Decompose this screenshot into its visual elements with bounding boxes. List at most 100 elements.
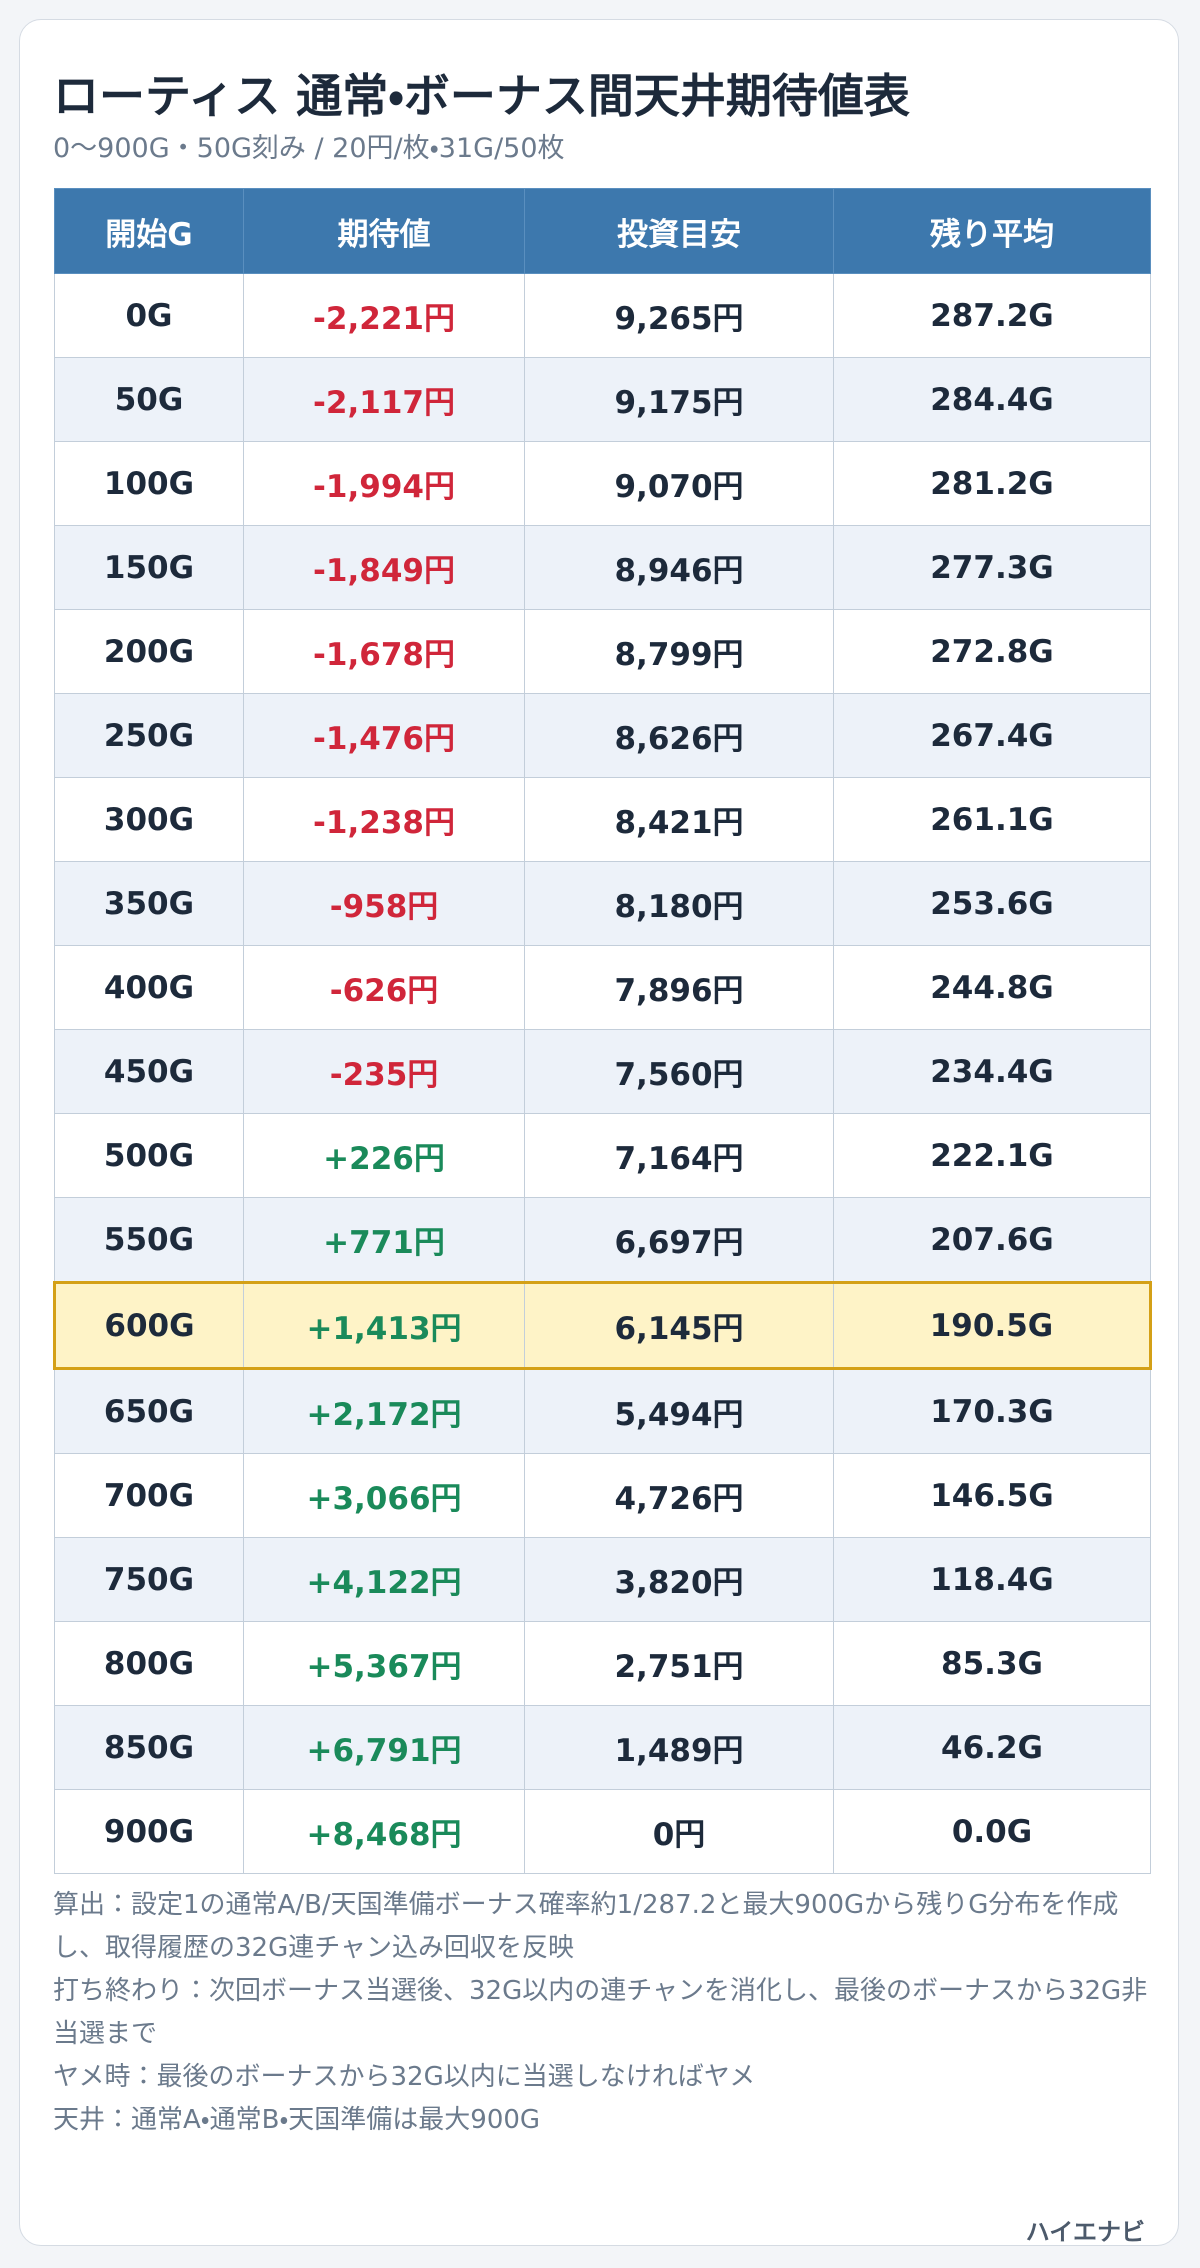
title: ローティス 通常・ボーナス間天井期待値表 (53, 69, 910, 123)
table-cell: +771円 (243, 1197, 525, 1283)
table-cell: 234.4G (833, 1029, 1151, 1114)
table-cell: 9,265円 (524, 273, 834, 358)
note: ヤメ時：最後のボーナスから32G以内に当選しなければヤメ (53, 2062, 756, 2092)
table-cell: 800G (54, 1621, 244, 1706)
card: ローティス 通常・ボーナス間天井期待値表 0〜900G・50G刻み / 20円/… (19, 19, 1179, 2246)
table-cell: 550G (54, 1197, 244, 1283)
table-row: 750G +4,122円 3,820円 118.4G (54, 1537, 1151, 1622)
notes: 算出：設定1の通常A/B/天国準備ボーナス確率約1/287.2と最大900Gから… (53, 1884, 1153, 2142)
note: 算出：設定1の通常A/B/天国準備ボーナス確率約1/287.2と最大900Gから… (53, 1890, 1119, 1963)
table-cell: 750G (54, 1537, 244, 1622)
table-cell: 244.8G (833, 945, 1151, 1030)
brand: ハイエナビ (1025, 2218, 1145, 2246)
table-cell: +2,172円 (243, 1368, 525, 1454)
table-row: 600G +1,413円 6,145円 190.5G (53, 1281, 1152, 1370)
table-cell: 6,697円 (524, 1197, 834, 1283)
table-cell: 7,896円 (524, 945, 834, 1030)
table-cell: 4,726円 (524, 1453, 834, 1538)
table-cell: 0円 (524, 1789, 834, 1874)
table-cell: 250G (54, 693, 244, 778)
table-row: 300G -1,238円 8,421円 261.1G (54, 777, 1151, 862)
column-header: 開始G (54, 188, 244, 274)
table-cell: 284.4G (833, 357, 1151, 442)
table-cell: -1,476円 (243, 693, 525, 778)
table-cell: 850G (54, 1705, 244, 1790)
table-cell: 190.5G (833, 1281, 1152, 1370)
table-cell: -1,849円 (243, 525, 525, 610)
table-cell: 300G (54, 777, 244, 862)
table-cell: 272.8G (833, 609, 1151, 694)
subtitle: 0〜900G・50G刻み / 20円/枚・31G/50枚 (53, 133, 565, 164)
table-row: 850G +6,791円 1,489円 46.2G (54, 1705, 1151, 1790)
table-cell: 281.2G (833, 441, 1151, 526)
header-row: 開始G 期待値 投資目安 残り平均 (54, 188, 1151, 274)
table-cell: 118.4G (833, 1537, 1151, 1622)
table-cell: +8,468円 (243, 1789, 525, 1874)
table-row: 400G -626円 7,896円 244.8G (54, 945, 1151, 1030)
table-cell: +6,791円 (243, 1705, 525, 1790)
table-cell: -1,678円 (243, 609, 525, 694)
table-cell: 1,489円 (524, 1705, 834, 1790)
table-cell: 277.3G (833, 525, 1151, 610)
table-cell: 0G (54, 273, 244, 358)
table-cell: 650G (54, 1368, 244, 1454)
table-body: 0G -2,221円 9,265円 287.2G 50G -2,117円 9,175円 284… (53, 273, 1152, 1874)
table-cell: 6,145円 (524, 1281, 834, 1370)
table-cell: 8,946円 (524, 525, 834, 610)
table-row: 200G -1,678円 8,799円 272.8G (54, 609, 1151, 694)
table-cell: -2,117円 (243, 357, 525, 442)
table-cell: 9,070円 (524, 441, 834, 526)
table-cell: 222.1G (833, 1113, 1151, 1198)
table-cell: 9,175円 (524, 357, 834, 442)
table-row: 0G -2,221円 9,265円 287.2G (54, 273, 1151, 358)
table: 開始G 期待値 投資目安 残り平均 0G -2,221円 9,265円 287.2G 50G -… (53, 188, 1152, 1874)
table-cell: 261.1G (833, 777, 1151, 862)
table-cell: +3,066円 (243, 1453, 525, 1538)
table-cell: 700G (54, 1453, 244, 1538)
table-cell: +5,367円 (243, 1621, 525, 1706)
table-cell: 3,820円 (524, 1537, 834, 1622)
table-cell: 450G (54, 1029, 244, 1114)
table-row: 250G -1,476円 8,626円 267.4G (54, 693, 1151, 778)
table-cell: +1,413円 (243, 1281, 525, 1370)
table-cell: 0.0G (833, 1789, 1151, 1874)
table-cell: -958円 (243, 861, 525, 946)
table-cell: -1,994円 (243, 441, 525, 526)
table-row: 450G -235円 7,560円 234.4G (54, 1029, 1151, 1114)
note: 天井：通常A・通常B・天国準備は最大900G (53, 2105, 541, 2135)
table-row: 700G +3,066円 4,726円 146.5G (54, 1453, 1151, 1538)
table-row: 650G +2,172円 5,494円 170.3G (54, 1368, 1151, 1454)
table-cell: -626円 (243, 945, 525, 1030)
table-row: 50G -2,117円 9,175円 284.4G (54, 357, 1151, 442)
table-cell: 500G (54, 1113, 244, 1198)
table-cell: 400G (54, 945, 244, 1030)
table-cell: 100G (54, 441, 244, 526)
table-cell: 8,626円 (524, 693, 834, 778)
table-cell: 200G (54, 609, 244, 694)
table-cell: -1,238円 (243, 777, 525, 862)
table-cell: 50G (54, 357, 244, 442)
table-cell: 150G (54, 525, 244, 610)
table-cell: +226円 (243, 1113, 525, 1198)
table-cell: 267.4G (833, 693, 1151, 778)
table-cell: 900G (54, 1789, 244, 1874)
table-cell: -235円 (243, 1029, 525, 1114)
column-header: 残り平均 (833, 188, 1151, 274)
table-cell: 146.5G (833, 1453, 1151, 1538)
table-cell: 46.2G (833, 1705, 1151, 1790)
table-cell: 5,494円 (524, 1368, 834, 1454)
table-row: 500G +226円 7,164円 222.1G (54, 1113, 1151, 1198)
column-header: 投資目安 (524, 188, 834, 274)
table-cell: 8,180円 (524, 861, 834, 946)
table-cell: 2,751円 (524, 1621, 834, 1706)
table-cell: 8,421円 (524, 777, 834, 862)
table-cell: 8,799円 (524, 609, 834, 694)
table-cell: -2,221円 (243, 273, 525, 358)
table-row: 350G -958円 8,180円 253.6G (54, 861, 1151, 946)
table-row: 800G +5,367円 2,751円 85.3G (54, 1621, 1151, 1706)
table-cell: 7,164円 (524, 1113, 834, 1198)
table-cell: 600G (53, 1281, 244, 1370)
table-cell: 7,560円 (524, 1029, 834, 1114)
table-cell: 207.6G (833, 1197, 1151, 1283)
